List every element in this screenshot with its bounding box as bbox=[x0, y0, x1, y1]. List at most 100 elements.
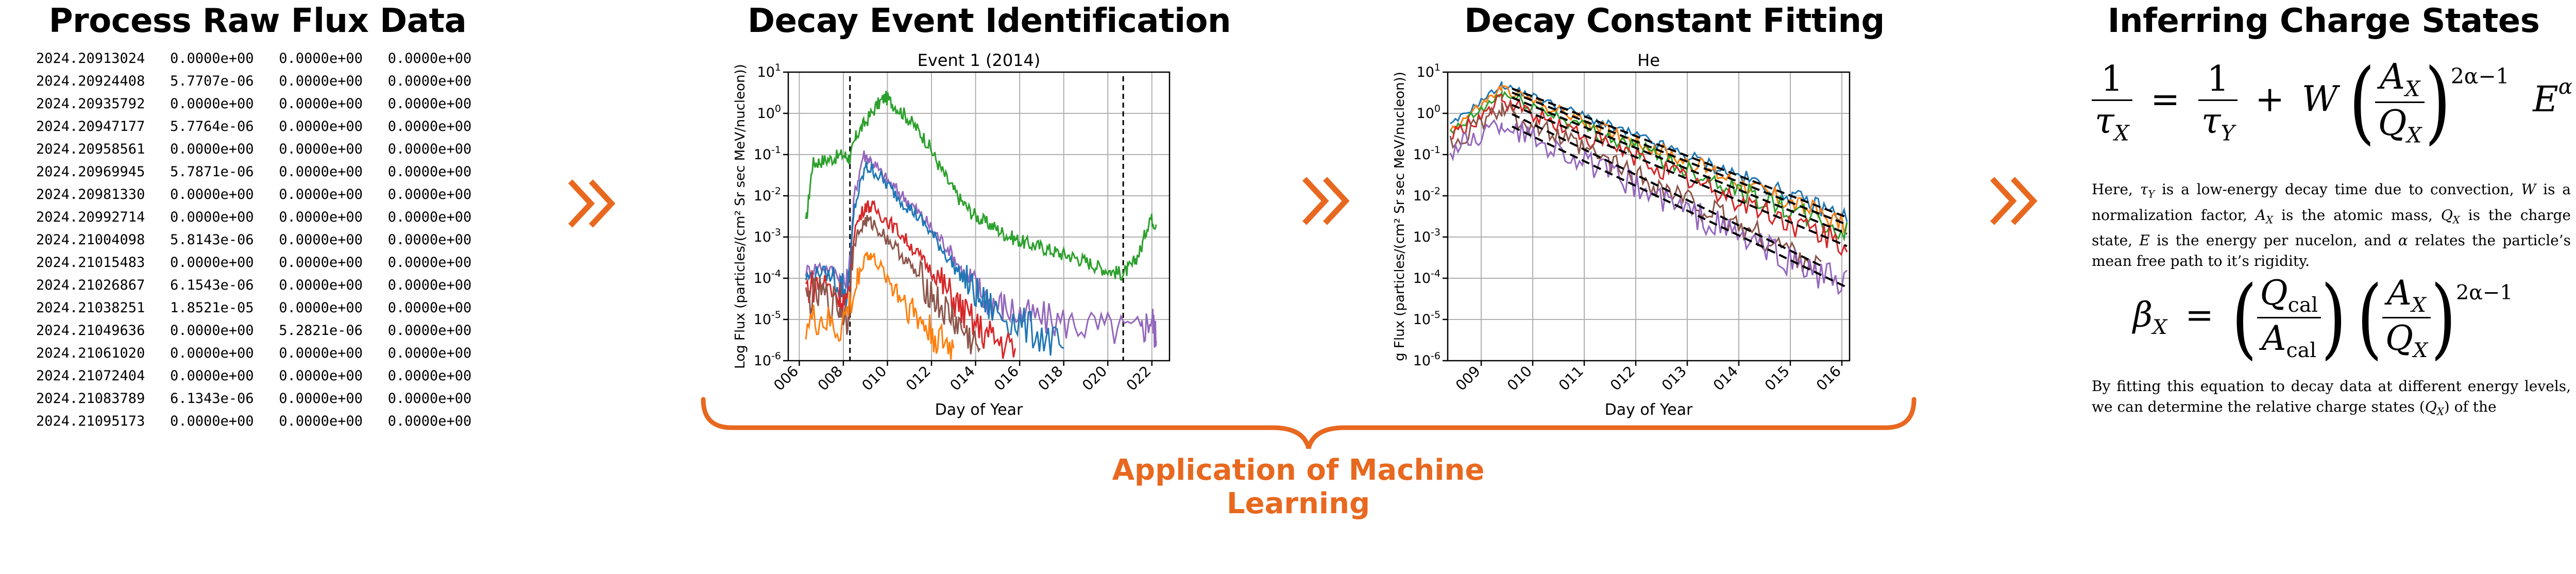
x-tick-label: 012 bbox=[903, 363, 934, 394]
x-tick-label: 014 bbox=[1710, 363, 1741, 394]
plot-frame bbox=[787, 71, 1171, 362]
x-tick-label: 015 bbox=[1761, 363, 1793, 394]
double-chevron-right-icon bbox=[1990, 177, 2038, 225]
x-tick-label: 022 bbox=[1123, 363, 1155, 394]
fit-line bbox=[1512, 113, 1822, 267]
y-tick-exponent: -1 bbox=[1431, 144, 1440, 156]
x-tick-label: 014 bbox=[946, 363, 978, 394]
series-group bbox=[805, 72, 1157, 361]
y-tick-label: 10-6 bbox=[754, 350, 781, 369]
y-tick-exponent: 1 bbox=[1434, 62, 1440, 73]
decay-fit-chart: 1 0 -6 10-5 10-4 10-3 10-2 10-1 100 101 009 010 011 0… bbox=[1392, 50, 1851, 419]
chart-title: Event 1 (2014) bbox=[918, 50, 1041, 70]
plot-frame bbox=[1447, 71, 1851, 362]
eq1-ratio-fraction: AX QX bbox=[2375, 57, 2425, 147]
x-tick-label: 011 bbox=[1555, 363, 1587, 394]
eq1-mid-fraction: 1 τY bbox=[2198, 59, 2238, 145]
flux-series-line bbox=[1450, 81, 1848, 222]
y-tick-exponent: -3 bbox=[771, 227, 781, 238]
flux-series-line bbox=[1450, 94, 1848, 256]
y-tick-exponent: -3 bbox=[1431, 227, 1440, 238]
raw-flux-row: 2024.20947177 5.7764e-06 0.0000e+00 0.00… bbox=[36, 119, 472, 134]
y-tick-label: 10-1 bbox=[754, 144, 781, 163]
raw-flux-row: 2024.21095173 0.0000e+00 0.0000e+00 0.00… bbox=[36, 413, 472, 429]
y-axis-label: Log Flux (particles/(cm² Sr sec MeV/nucl… bbox=[733, 64, 748, 369]
y-tick-exponent: -6 bbox=[771, 350, 781, 362]
x-tick-label: 009 bbox=[1452, 363, 1484, 394]
beta-equation: βX = (Qcal Acal) (AX QX)2α−1 bbox=[2133, 267, 2513, 369]
flux-series-line bbox=[1449, 85, 1848, 234]
y-tick-label: 10-3 bbox=[754, 227, 781, 245]
y-tick-exponent: -1 bbox=[771, 144, 781, 156]
fitting-explanation: By fitting this equation to decay data a… bbox=[2092, 378, 2571, 418]
x-axis-label: Day of Year bbox=[1605, 401, 1693, 419]
x-tick-label: 016 bbox=[991, 363, 1022, 394]
stage-title-charge-states: Inferring Charge States bbox=[2107, 2, 2540, 40]
fit-line bbox=[1512, 104, 1848, 247]
x-tick-label: 010 bbox=[1504, 363, 1535, 394]
eq2-ratio-fraction: AX QX bbox=[2382, 273, 2431, 362]
y-tick-exponent: -2 bbox=[1431, 185, 1440, 197]
eq1-lhs-fraction: 1 τX bbox=[2092, 59, 2132, 145]
raw-flux-row: 2024.20958561 0.0000e+00 0.0000e+00 0.00… bbox=[36, 141, 472, 157]
fit-line bbox=[1512, 87, 1848, 218]
x-tick-label: 012 bbox=[1607, 363, 1638, 394]
raw-flux-row: 2024.20935792 0.0000e+00 0.0000e+00 0.00… bbox=[36, 96, 472, 112]
flux-series-line bbox=[805, 251, 955, 360]
raw-flux-row: 2024.21015483 0.0000e+00 0.0000e+00 0.00… bbox=[36, 255, 472, 271]
chart-title: He bbox=[1637, 50, 1660, 70]
equation-explanation: Here, τY is a low-energy decay time due … bbox=[2092, 181, 2571, 270]
raw-flux-row: 2024.21004098 5.8143e-06 0.0000e+00 0.00… bbox=[36, 232, 472, 248]
y-tick-label: 10-3 bbox=[1413, 227, 1440, 245]
y-tick-exponent: -4 bbox=[771, 268, 781, 279]
y-tick-label: 10-4 bbox=[1413, 268, 1440, 286]
flux-series-line bbox=[1449, 90, 1848, 242]
x-tick-label: 020 bbox=[1079, 363, 1110, 394]
y-tick-exponent: 0 bbox=[1434, 103, 1440, 114]
y-tick-label: 101 bbox=[1417, 62, 1440, 80]
series-group bbox=[1449, 81, 1848, 295]
y-tick-exponent: -2 bbox=[771, 185, 781, 197]
x-tick-label: 013 bbox=[1658, 363, 1690, 394]
y-tick-label: 10-4 bbox=[754, 268, 781, 286]
fit-line bbox=[1512, 96, 1848, 235]
eq2-cal-fraction: Qcal Acal bbox=[2257, 273, 2321, 362]
raw-flux-row: 2024.21026867 6.1543e-06 0.0000e+00 0.00… bbox=[36, 277, 472, 293]
x-tick-label: 008 bbox=[815, 363, 846, 394]
raw-flux-row: 2024.21038251 1.8521e-05 0.0000e+00 0.00… bbox=[36, 300, 472, 316]
fit-line bbox=[1512, 125, 1848, 289]
charge-state-equation: 1 τX = 1 τY + W (AX QX)2α−1 Eα bbox=[2092, 50, 2572, 154]
y-tick-label: 101 bbox=[757, 62, 781, 80]
stage-title-raw-flux: Process Raw Flux Data bbox=[48, 2, 467, 40]
raw-flux-row: 2024.20969945 5.7871e-06 0.0000e+00 0.00… bbox=[36, 164, 472, 180]
raw-flux-row: 2024.21083789 6.1343e-06 0.0000e+00 0.00… bbox=[36, 391, 472, 407]
y-axis-label: g Flux (particles/(cm² Sr sec MeV/nucleo… bbox=[1392, 72, 1408, 361]
y-tick-label: 100 bbox=[1417, 103, 1440, 122]
raw-flux-row: 2024.20913024 0.0000e+00 0.0000e+00 0.00… bbox=[36, 50, 472, 66]
x-tick-label: 018 bbox=[1035, 363, 1066, 394]
raw-flux-table: 2024.20913024 0.0000e+00 0.0000e+00 0.00… bbox=[36, 47, 471, 433]
raw-flux-row: 2024.21072404 0.0000e+00 0.0000e+00 0.00… bbox=[36, 368, 472, 384]
x-tick-label: 006 bbox=[770, 363, 802, 394]
raw-flux-row: 2024.20992714 0.0000e+00 0.0000e+00 0.00… bbox=[36, 209, 472, 225]
flux-series-line bbox=[805, 199, 1016, 359]
raw-flux-row: 2024.21061020 0.0000e+00 0.0000e+00 0.00… bbox=[36, 345, 472, 361]
y-tick-exponent: -6 bbox=[1431, 350, 1440, 362]
x-tick-label: 010 bbox=[858, 363, 890, 394]
y-tick-label: 10-5 bbox=[1413, 309, 1440, 328]
raw-flux-row: 2024.21049636 0.0000e+00 5.2821e-06 0.00… bbox=[36, 323, 472, 339]
y-tick-label: 10-2 bbox=[1413, 185, 1440, 204]
y-tick-exponent: -4 bbox=[1431, 268, 1440, 279]
y-tick-label: 10-2 bbox=[754, 185, 781, 204]
stage-title-decay-constant: Decay Constant Fitting bbox=[1464, 2, 1885, 40]
y-tick-label: 10-1 bbox=[1413, 144, 1440, 163]
flux-series-line bbox=[805, 214, 981, 354]
y-tick-exponent: -5 bbox=[771, 309, 781, 320]
ml-label: Application of Machine Learning bbox=[1112, 453, 1485, 520]
ml-brace bbox=[701, 397, 1917, 449]
flux-series-line bbox=[805, 90, 1157, 281]
stage-title-decay-event: Decay Event Identification bbox=[747, 2, 1231, 40]
y-tick-exponent: 1 bbox=[775, 62, 781, 73]
double-chevron-right-icon bbox=[568, 179, 616, 228]
